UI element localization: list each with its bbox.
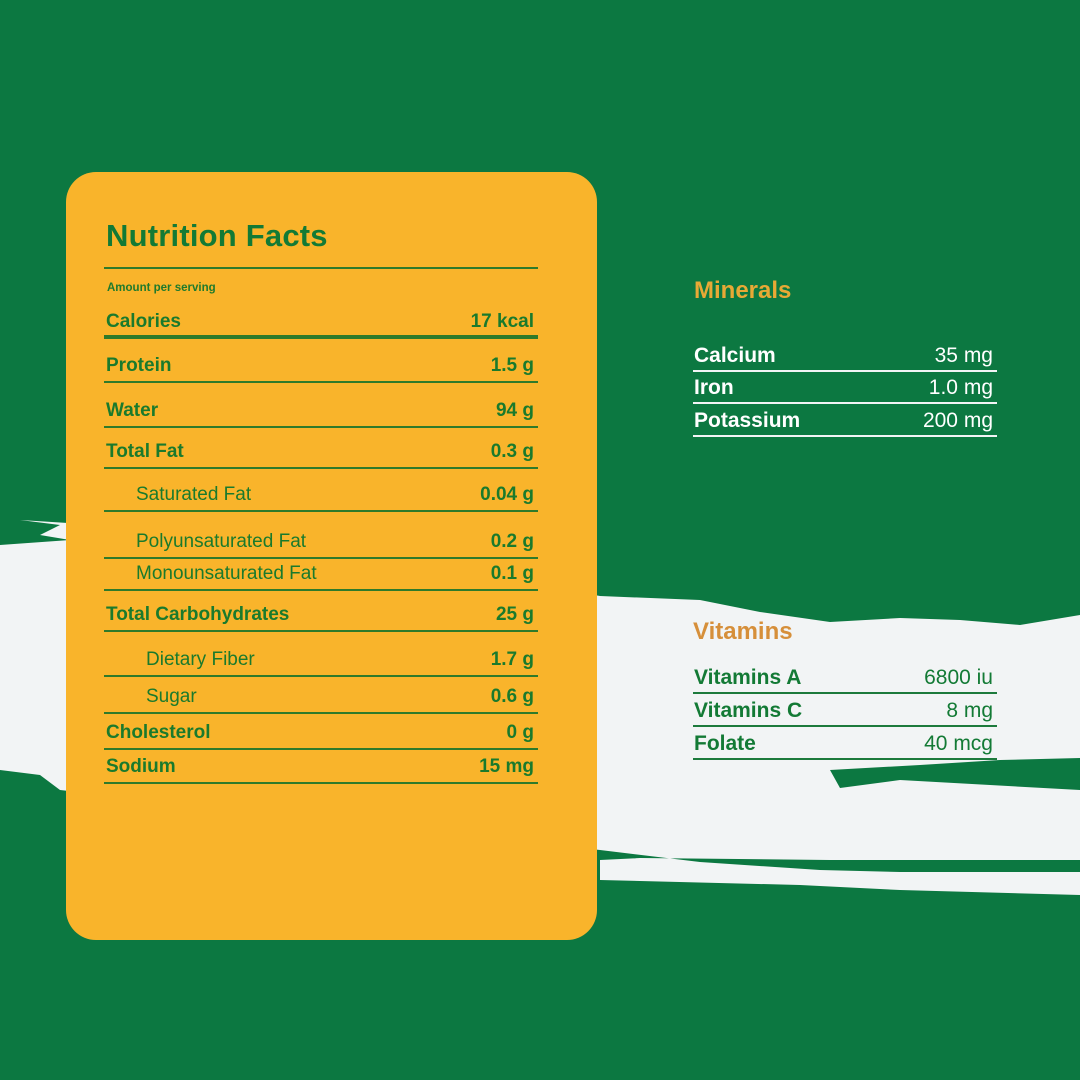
nutrition-row: Saturated Fat 0.04 g (104, 471, 538, 512)
vitamins-row: Vitamins A 6800 iu (693, 660, 997, 694)
nutrient-value: 0.1 g (490, 563, 534, 584)
row-divider (693, 370, 997, 372)
nutrient-label: Saturated Fat (136, 484, 252, 505)
nutrition-row: Calories 17 kcal (104, 296, 538, 339)
divider (104, 267, 538, 269)
nutrient-label: Water (106, 400, 159, 421)
row-divider (104, 467, 538, 469)
vitamins-value: 40 mcg (924, 732, 993, 755)
minerals-row: Potassium 200 mg (693, 403, 997, 437)
row-divider (104, 675, 538, 677)
nutrient-label: Sugar (146, 686, 197, 707)
vitamins-label: Folate (694, 732, 756, 755)
nutrition-facts-card (66, 172, 597, 940)
nutrition-row: Polyunsaturated Fat 0.2 g (104, 514, 538, 559)
vitamins-label: Vitamins A (694, 666, 802, 689)
nutrient-value: 1.5 g (490, 355, 534, 376)
nutrition-row: Water 94 g (104, 385, 538, 428)
row-divider (104, 510, 538, 512)
nutrient-value: 0.6 g (490, 686, 534, 707)
row-divider (104, 712, 538, 714)
nutrition-row: Sugar 0.6 g (104, 679, 538, 714)
row-divider (104, 748, 538, 750)
vitamins-label: Vitamins C (694, 699, 803, 722)
row-divider (104, 630, 538, 632)
nutrition-row: Total Fat 0.3 g (104, 430, 538, 469)
nutrition-row: Cholesterol 0 g (104, 716, 538, 750)
nutrient-value: 0.3 g (490, 441, 534, 462)
vitamins-value: 6800 iu (924, 666, 993, 689)
minerals-row: Calcium 35 mg (693, 338, 997, 372)
row-divider (693, 725, 997, 727)
row-divider (104, 426, 538, 428)
minerals-title: Minerals (694, 277, 792, 304)
row-divider (693, 435, 997, 437)
vitamins-value: 8 mg (946, 699, 993, 722)
nutrition-row: Monounsaturated Fat 0.1 g (104, 561, 538, 591)
minerals-value: 1.0 mg (928, 376, 993, 399)
nutrition-row: Dietary Fiber 1.7 g (104, 634, 538, 677)
row-divider (104, 335, 538, 339)
minerals-value: 35 mg (934, 344, 993, 367)
minerals-label: Potassium (694, 409, 801, 432)
nutrient-value: 1.7 g (490, 649, 534, 670)
row-divider (104, 589, 538, 591)
nutrient-value: 0.2 g (490, 531, 534, 552)
minerals-label: Calcium (694, 344, 776, 367)
nutrient-label: Cholesterol (106, 722, 211, 743)
row-divider (693, 692, 997, 694)
minerals-label: Iron (694, 376, 734, 399)
nutrient-label: Protein (106, 355, 172, 376)
vitamins-row: Folate 40 mcg (693, 726, 997, 760)
nutrient-label: Total Carbohydrates (106, 604, 290, 625)
minerals-row: Iron 1.0 mg (693, 370, 997, 404)
minerals-value: 200 mg (922, 409, 993, 432)
nutrient-label: Dietary Fiber (146, 649, 255, 670)
nutrition-row: Protein 1.5 g (104, 341, 538, 383)
vitamins-row: Vitamins C 8 mg (693, 693, 997, 727)
nutrient-label: Monounsaturated Fat (136, 563, 317, 584)
nutrient-label: Calories (106, 311, 181, 332)
row-divider (693, 758, 997, 760)
nutrient-label: Polyunsaturated Fat (136, 531, 307, 552)
row-divider (104, 381, 538, 383)
nutrition-row: Total Carbohydrates 25 g (104, 593, 538, 632)
nutrient-value: 17 kcal (470, 311, 534, 332)
nutrient-value: 25 g (495, 604, 534, 625)
nutrition-facts-title: Nutrition Facts (106, 218, 328, 253)
nutrient-label: Total Fat (106, 441, 184, 462)
row-divider (693, 402, 997, 404)
nutrient-value: 0.04 g (480, 484, 534, 505)
row-divider (104, 782, 538, 784)
nutrient-value: 15 mg (479, 756, 534, 777)
vitamins-title: Vitamins (693, 618, 793, 645)
nutrient-value: 0 g (506, 722, 534, 743)
nutrient-label: Sodium (106, 756, 176, 777)
nutrient-value: 94 g (495, 400, 534, 421)
nutrition-row: Sodium 15 mg (104, 752, 538, 784)
row-divider (104, 557, 538, 559)
amount-per-serving-label: Amount per serving (107, 282, 216, 294)
